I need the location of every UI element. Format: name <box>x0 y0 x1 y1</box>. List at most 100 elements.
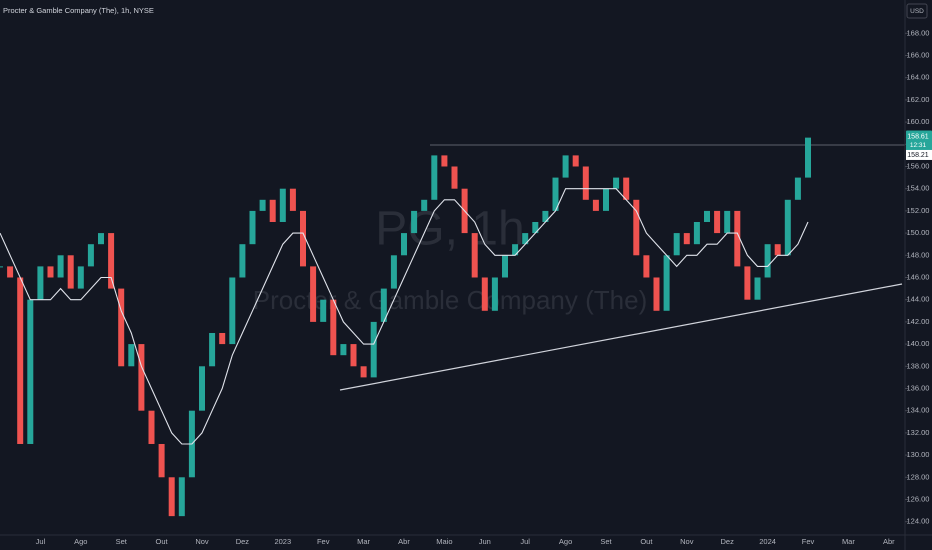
currency[interactable]: USD <box>910 8 924 15</box>
x-tick-label: Ago <box>559 537 572 546</box>
candle <box>603 188 609 211</box>
candle <box>805 137 811 178</box>
currency-box[interactable] <box>906 3 928 19</box>
y-tick-label: 148.00 <box>907 250 930 259</box>
candle <box>128 344 135 367</box>
candle <box>279 188 286 222</box>
candle <box>118 288 125 367</box>
candle <box>259 199 266 211</box>
y-tick-label: 160.00 <box>907 117 930 126</box>
watermark-symbol: PG, 1h <box>375 203 524 256</box>
y-tick-label: 136.00 <box>907 383 930 392</box>
candle <box>653 277 660 311</box>
x-tick-label: Jul <box>520 537 530 546</box>
candle <box>582 166 589 200</box>
candle <box>794 177 801 200</box>
candle <box>663 255 670 311</box>
candle <box>330 299 337 356</box>
candle <box>108 233 115 289</box>
candle <box>199 366 205 411</box>
candle <box>158 443 165 478</box>
y-tick-label: 126.00 <box>907 494 930 503</box>
y-tick-label: 156.00 <box>907 161 930 170</box>
x-tick-label: Nov <box>680 537 694 546</box>
candle <box>148 410 155 444</box>
candle <box>431 155 438 200</box>
x-tick-label: 2023 <box>274 537 291 546</box>
candle <box>98 233 104 245</box>
candle <box>572 155 579 167</box>
candle <box>209 332 216 367</box>
candle <box>27 299 34 444</box>
candle <box>310 266 317 322</box>
candle <box>441 155 448 167</box>
candle <box>350 344 357 367</box>
candle <box>481 277 488 311</box>
watermark-name: Procter & Gamble Company (The) <box>253 285 647 315</box>
candle <box>522 233 529 245</box>
y-tick-label: 134.00 <box>907 406 930 415</box>
candle <box>542 210 549 222</box>
candle <box>168 477 175 517</box>
y-tick-label: 162.00 <box>907 95 930 104</box>
candle <box>138 344 145 411</box>
y-tick-label: 128.00 <box>907 472 930 481</box>
x-tick-label: Abr <box>883 537 895 546</box>
y-tick-label: 152.00 <box>907 206 930 215</box>
x-tick-label: Dez <box>236 537 250 546</box>
candle <box>239 244 246 278</box>
candle <box>724 210 731 234</box>
x-tick-label: Out <box>640 537 653 546</box>
prev-price-tag <box>906 149 932 160</box>
y-tick-label: 138.00 <box>907 361 930 370</box>
y-tick-label: 154.00 <box>907 184 930 193</box>
candle <box>390 255 397 289</box>
x-tick-label: Jun <box>479 537 491 546</box>
candle <box>643 255 650 278</box>
candle <box>411 210 418 234</box>
x-tick-label: 2024 <box>759 537 776 546</box>
candle <box>47 266 54 278</box>
candle <box>229 277 236 345</box>
trend-line[interactable] <box>339 283 903 391</box>
x-tick-label: Fev <box>802 537 815 546</box>
x-tick-label: Mar <box>842 537 855 546</box>
candle <box>512 244 519 256</box>
candle <box>491 277 498 311</box>
moving-average <box>0 188 809 445</box>
last-price-tag <box>906 130 932 153</box>
x-tick-label: Dez <box>721 537 735 546</box>
candle <box>693 221 700 245</box>
candle <box>552 177 559 211</box>
x-tick-label: Set <box>116 537 128 546</box>
last-price: 158.61 <box>907 133 929 140</box>
x-tick-label: Out <box>156 537 169 546</box>
x-tick-label: Maio <box>436 537 452 546</box>
candle <box>269 199 276 222</box>
candle <box>704 210 710 222</box>
x-tick-label: Abr <box>398 537 410 546</box>
candle <box>17 277 24 444</box>
x-tick-label: Set <box>600 537 612 546</box>
candle <box>562 155 569 178</box>
candle <box>613 177 620 189</box>
candle <box>683 233 690 245</box>
candle <box>421 199 428 211</box>
y-tick-label: 124.00 <box>907 517 930 526</box>
x-tick-label: Mar <box>357 537 370 546</box>
y-tick-label: 142.00 <box>907 317 930 326</box>
candle <box>714 210 721 234</box>
candle <box>360 366 367 378</box>
candle <box>67 255 74 289</box>
candle <box>249 210 256 245</box>
candle <box>401 233 407 256</box>
x-tick-label: Jul <box>36 537 46 546</box>
candle <box>87 244 94 267</box>
candle <box>300 210 306 267</box>
chart-title: Procter & Gamble Company (The), 1h, NYSE <box>3 6 154 15</box>
candle <box>0 266 3 268</box>
plot <box>0 137 811 517</box>
candle <box>77 266 84 289</box>
